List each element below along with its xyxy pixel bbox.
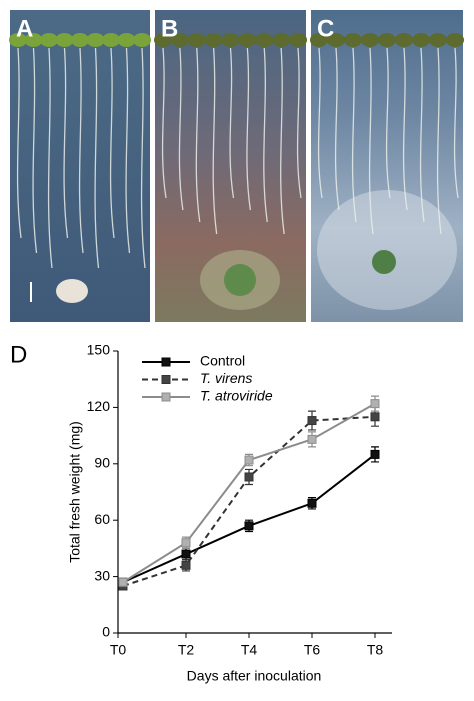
root	[246, 47, 252, 211]
series-line	[122, 415, 376, 587]
seedling	[154, 33, 172, 47]
photo-panels: A B C	[9, 10, 464, 322]
root	[78, 47, 84, 254]
root	[140, 47, 146, 269]
seedling	[429, 33, 447, 47]
x-tick-label: T2	[178, 642, 195, 658]
seedling	[238, 33, 257, 47]
seedling	[187, 33, 206, 47]
root	[125, 47, 131, 254]
root	[368, 47, 374, 235]
marker	[118, 577, 128, 587]
seedling	[55, 33, 74, 47]
root	[402, 47, 408, 211]
root	[317, 47, 323, 199]
panel-label: C	[317, 15, 334, 42]
seedling	[133, 33, 151, 47]
seedling	[117, 33, 136, 47]
root	[296, 47, 302, 199]
x-tick-label: T8	[367, 642, 384, 658]
seedling	[24, 33, 43, 47]
agar-plug	[56, 279, 88, 303]
seedling	[378, 33, 396, 47]
root	[385, 47, 391, 199]
panel-label: A	[16, 15, 33, 42]
root	[63, 47, 69, 239]
seedling	[102, 33, 120, 47]
root	[16, 47, 22, 239]
legend-marker	[161, 375, 171, 384]
root	[436, 47, 442, 235]
y-tick-label: 0	[102, 624, 110, 640]
marker	[181, 538, 191, 548]
seedling	[289, 33, 307, 47]
root	[47, 47, 53, 269]
root	[178, 47, 184, 211]
x-tick-label: T4	[241, 642, 258, 658]
y-tick-label: 30	[94, 567, 110, 583]
seedling	[412, 33, 430, 47]
y-tick-label: 60	[94, 511, 110, 527]
seedling	[446, 33, 464, 47]
seedling	[361, 33, 379, 47]
marker	[307, 434, 317, 444]
marker	[307, 416, 317, 426]
root	[351, 47, 357, 223]
root	[280, 47, 285, 235]
marker	[370, 399, 380, 409]
panel-label: B	[161, 15, 178, 42]
seedling	[170, 33, 189, 47]
marker	[244, 472, 254, 482]
seedling	[71, 33, 89, 47]
fungus-halo	[317, 190, 457, 310]
root	[229, 47, 235, 199]
seedling	[255, 33, 274, 47]
root	[212, 47, 218, 235]
root	[263, 47, 268, 223]
marker	[244, 521, 254, 531]
root	[453, 47, 459, 199]
root	[32, 47, 38, 254]
fungus-colony	[224, 264, 256, 296]
legend-label: Control	[200, 353, 245, 369]
seedling	[310, 33, 328, 47]
seedling	[204, 33, 223, 47]
root	[161, 47, 167, 199]
legend-marker	[161, 392, 171, 402]
seedling	[344, 33, 362, 47]
y-tick-label: 90	[94, 455, 110, 471]
root	[334, 47, 340, 211]
root	[109, 47, 115, 239]
seedling	[9, 33, 27, 47]
marker	[244, 455, 254, 465]
seedling	[86, 33, 105, 47]
y-axis-label: Total fresh weight (mg)	[67, 421, 83, 563]
marker	[181, 560, 191, 570]
marker	[370, 412, 380, 422]
y-tick-label: 120	[87, 398, 111, 414]
legend-marker	[161, 357, 171, 367]
fungus-colony	[372, 250, 396, 274]
root	[94, 47, 100, 269]
x-tick-label: T0	[110, 642, 127, 658]
root	[419, 47, 425, 223]
legend-label: T. virens	[200, 370, 252, 386]
seedling	[221, 33, 240, 47]
root	[195, 47, 201, 223]
seedling	[272, 33, 291, 47]
x-axis-label: Days after inoculation	[187, 668, 322, 684]
seedling	[327, 33, 345, 47]
y-tick-label: 150	[87, 342, 111, 358]
seedling	[395, 33, 413, 47]
series-line	[122, 402, 376, 584]
legend-label: T. atroviride	[200, 388, 273, 404]
marker	[307, 498, 317, 508]
panel-label: D	[10, 341, 27, 368]
seedling	[40, 33, 58, 47]
marker	[181, 549, 191, 559]
marker	[370, 449, 380, 459]
x-tick-label: T6	[304, 642, 321, 658]
